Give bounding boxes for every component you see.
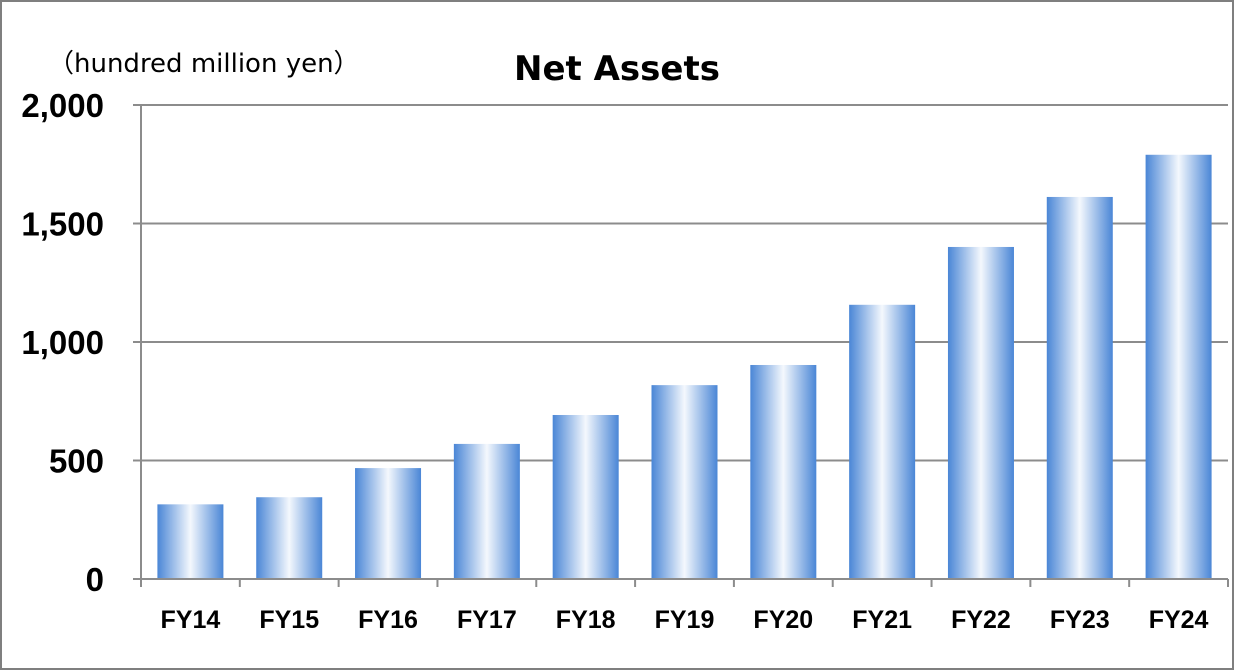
bar-fy17 <box>453 443 520 579</box>
bar-fy23 <box>1046 196 1113 579</box>
bar-fy21 <box>849 304 916 579</box>
y-tick-label-2000: 2,000 <box>21 87 104 124</box>
y-tick-label-500: 500 <box>49 443 104 480</box>
bars <box>157 154 1212 579</box>
y-tick-label-1000: 1,000 <box>21 324 104 361</box>
y-tick-label-1500: 1,500 <box>21 206 104 243</box>
x-tick-label-fy24: FY24 <box>1149 606 1209 634</box>
bar-fy20 <box>750 364 817 579</box>
x-tick-label-fy18: FY18 <box>556 606 616 634</box>
chart-title: Net Assets <box>514 49 720 89</box>
x-tick-label-fy16: FY16 <box>358 606 418 634</box>
bar-fy15 <box>256 497 323 579</box>
y-axis-tick-labels: 0 500 1,000 1,500 2,000 <box>21 87 104 598</box>
x-tick-label-fy19: FY19 <box>655 606 715 634</box>
axes <box>133 104 1229 587</box>
unit-label: （hundred million yen） <box>48 49 360 79</box>
x-tick-label-fy14: FY14 <box>161 606 221 634</box>
bar-fy14 <box>157 504 224 579</box>
bar-fy16 <box>355 468 422 579</box>
bar-fy18 <box>552 414 619 579</box>
x-tick-label-fy15: FY15 <box>259 606 319 634</box>
y-tick-label-0: 0 <box>86 561 104 598</box>
x-tick-label-fy17: FY17 <box>457 606 517 634</box>
x-tick-label-fy20: FY20 <box>753 606 813 634</box>
bar-fy24 <box>1145 154 1212 579</box>
bar-fy19 <box>651 385 718 579</box>
x-tick-label-fy23: FY23 <box>1050 606 1110 634</box>
x-axis-tick-labels: FY14 FY15 FY16 FY17 FY18 FY19 FY20 FY21 FY22 FY23… <box>161 606 1209 634</box>
x-tick-label-fy21: FY21 <box>852 606 912 634</box>
x-tick-label-fy22: FY22 <box>951 606 1011 634</box>
bar-fy22 <box>947 246 1014 579</box>
